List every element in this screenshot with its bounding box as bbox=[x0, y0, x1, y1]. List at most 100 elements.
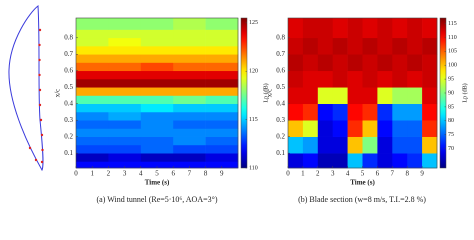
heat-cell bbox=[76, 153, 109, 162]
x-tick-label: 4 bbox=[139, 170, 143, 178]
heat-cell bbox=[173, 46, 206, 55]
heat-cell bbox=[317, 136, 333, 154]
x-tick-label: 5 bbox=[361, 170, 365, 178]
heat-cell bbox=[347, 120, 363, 137]
heat-cell bbox=[407, 37, 423, 55]
colorbar-tick-label: 80 bbox=[448, 118, 454, 124]
y-tick-label: 0.6 bbox=[64, 66, 73, 74]
heat-cell bbox=[302, 153, 319, 169]
heat-cell bbox=[317, 87, 333, 105]
heat-cell bbox=[317, 54, 333, 72]
heat-cell bbox=[140, 46, 174, 55]
x-tick-label: 6 bbox=[171, 170, 175, 178]
heat-cell bbox=[108, 111, 142, 121]
heat-cell bbox=[288, 87, 304, 105]
heat-cell bbox=[205, 29, 239, 39]
heat-cell bbox=[332, 87, 348, 105]
heat-cell bbox=[392, 153, 408, 169]
heat-cell bbox=[173, 54, 206, 63]
heat-cell bbox=[362, 70, 378, 88]
heat-cell bbox=[377, 153, 393, 169]
heat-cell bbox=[205, 111, 239, 121]
y-tick-label: 0.3 bbox=[64, 116, 73, 124]
heat-cell bbox=[347, 103, 363, 121]
heat-cell bbox=[76, 111, 109, 121]
colorbar-label: Lp (dB) bbox=[262, 83, 269, 102]
heat-cell bbox=[288, 54, 304, 72]
heat-cell bbox=[407, 18, 423, 39]
heat-cell bbox=[173, 153, 206, 162]
heat-cell bbox=[302, 70, 319, 88]
y-tick-label: 0.5 bbox=[64, 83, 73, 91]
heat-cell bbox=[140, 153, 174, 162]
heat-cell bbox=[76, 103, 109, 113]
heat-cell bbox=[332, 153, 348, 169]
y-axis-label: x/c bbox=[54, 89, 62, 98]
heat-cell bbox=[76, 161, 109, 169]
y-tick-label: 0.3 bbox=[276, 116, 285, 124]
heat-cell bbox=[76, 54, 109, 63]
y-axis-label: x/c bbox=[266, 89, 274, 98]
heat-cell bbox=[108, 37, 142, 47]
y-tick-label: 0.4 bbox=[276, 99, 285, 107]
colorbar-tick-label: 120 bbox=[249, 69, 258, 75]
colorbar-tick-label: 110 bbox=[249, 165, 258, 171]
heat-cell bbox=[302, 37, 319, 55]
heat-cell bbox=[377, 54, 393, 72]
heat-cell bbox=[392, 120, 408, 137]
heat-cell bbox=[76, 128, 109, 137]
heat-cell bbox=[302, 18, 319, 39]
heat-cell bbox=[108, 29, 142, 39]
colorbar-tick-label: 115 bbox=[249, 117, 258, 123]
heat-cell bbox=[108, 128, 142, 137]
heat-cell bbox=[108, 78, 142, 88]
heat-cell bbox=[108, 54, 142, 63]
x-tick-label: 9 bbox=[220, 170, 224, 178]
heat-cell bbox=[362, 18, 378, 39]
heat-cell bbox=[362, 120, 378, 137]
heat-cell bbox=[377, 120, 393, 137]
heat-cell bbox=[332, 136, 348, 154]
heat-cell bbox=[173, 29, 206, 39]
heat-cell bbox=[140, 103, 174, 113]
heat-cell bbox=[205, 78, 239, 88]
heat-cell bbox=[108, 153, 142, 162]
y-tick-label: 0.4 bbox=[64, 99, 73, 107]
heat-cell bbox=[173, 111, 206, 121]
heat-cell bbox=[108, 18, 142, 30]
colorbar-tick-label: 95 bbox=[448, 76, 454, 82]
heat-cell bbox=[140, 78, 174, 88]
caption: (b) Blade section (w=8 m/s, T.I.=2.8 %) bbox=[298, 195, 426, 204]
heat-cell bbox=[173, 161, 206, 169]
heat-cell bbox=[205, 62, 239, 72]
heat-cell bbox=[288, 37, 304, 55]
heat-cell bbox=[108, 62, 142, 72]
heat-cell bbox=[302, 54, 319, 72]
heat-cell bbox=[140, 136, 174, 146]
x-tick-label: 1 bbox=[301, 170, 305, 178]
heat-cell bbox=[422, 18, 438, 39]
y-tick-label: 0.7 bbox=[276, 50, 285, 58]
heat-cell bbox=[302, 87, 319, 105]
heat-cell bbox=[76, 120, 109, 129]
heat-cell bbox=[362, 103, 378, 121]
heat-cell bbox=[76, 136, 109, 146]
colorbar-tick-label: 110 bbox=[448, 35, 457, 41]
heat-cell bbox=[76, 95, 109, 105]
heat-cell bbox=[108, 161, 142, 169]
heat-cell bbox=[76, 78, 109, 88]
heat-cell bbox=[362, 153, 378, 169]
y-tick-label: 0.8 bbox=[276, 33, 285, 41]
heat-cell bbox=[205, 136, 239, 146]
heat-cell bbox=[288, 120, 304, 137]
heat-cell bbox=[347, 136, 363, 154]
colorbar-tick-label: 90 bbox=[448, 90, 454, 96]
y-tick-label: 0.5 bbox=[276, 83, 285, 91]
heat-cell bbox=[205, 37, 239, 47]
heat-cell bbox=[173, 144, 206, 154]
x-tick-label: 3 bbox=[123, 170, 127, 178]
x-tick-label: 6 bbox=[376, 170, 380, 178]
y-tick-label: 0.7 bbox=[64, 50, 73, 58]
y-tick-label: 0.1 bbox=[276, 149, 285, 157]
x-tick-label: 7 bbox=[391, 170, 395, 178]
